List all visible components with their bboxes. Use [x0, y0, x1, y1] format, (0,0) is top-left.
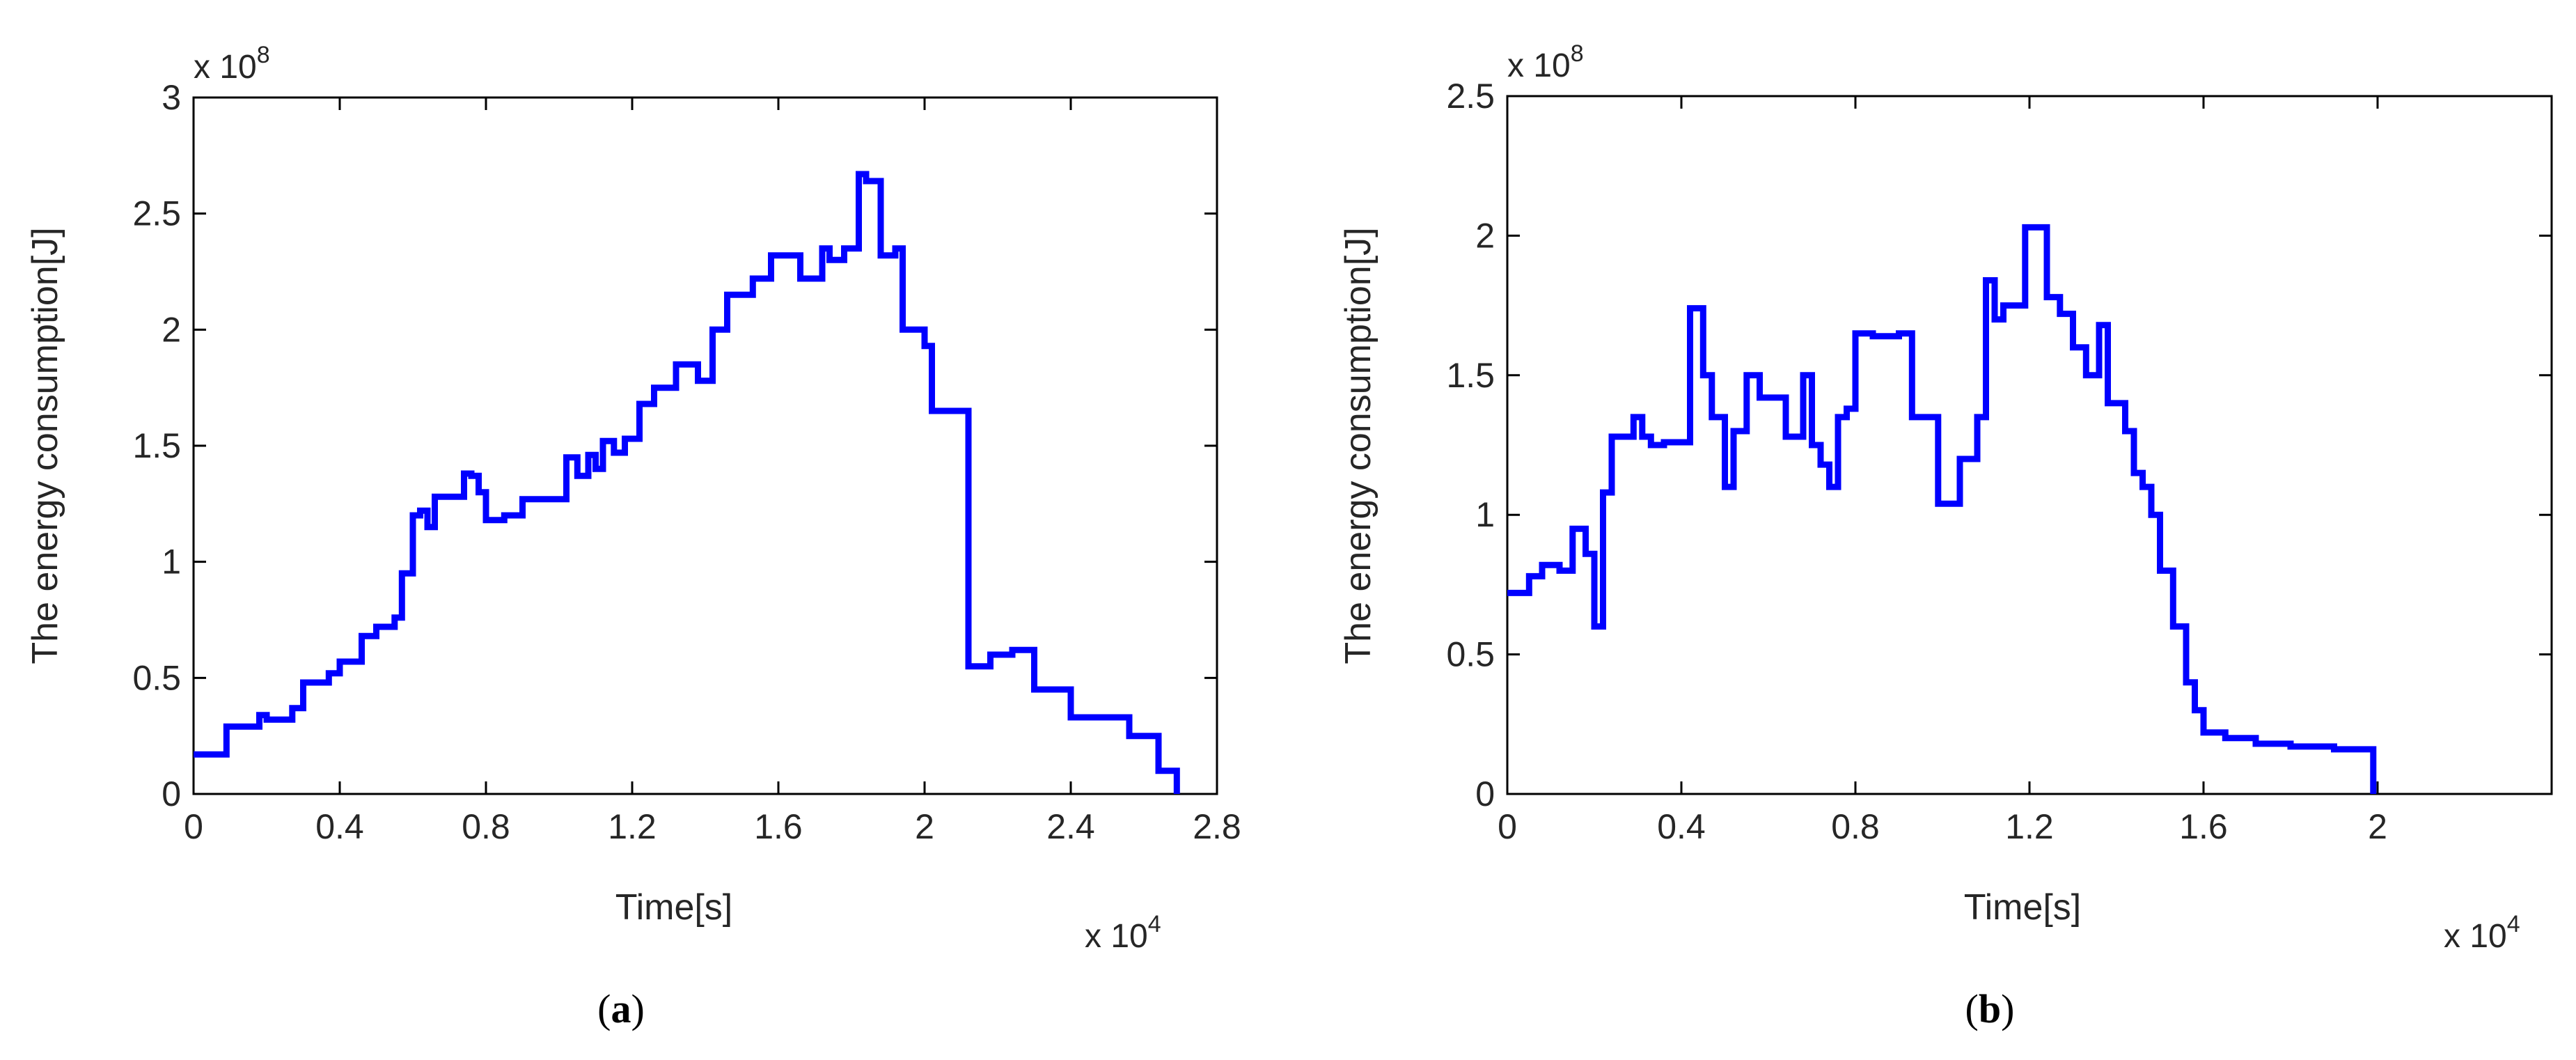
x-tick-label: 2.8 — [1193, 807, 1241, 846]
y-multiplier-label: x 108 — [194, 42, 270, 86]
y-tick-label: 2 — [162, 310, 181, 349]
x-tick-label: 0.4 — [1657, 807, 1706, 846]
x-tick-labels: 0 0.4 0.8 1.2 1.6 2 — [1498, 807, 2387, 846]
panel-caption-b: (b) — [1965, 986, 2015, 1031]
y-tick-label: 2 — [1475, 216, 1495, 255]
x-tick-label: 0.4 — [315, 807, 364, 846]
x-tick-label: 0 — [1498, 807, 1517, 846]
y-axis-title: The energy consumption[J] — [1338, 227, 1379, 664]
x-multiplier-label: x 104 — [1085, 911, 1161, 955]
y-tick-labels: 0 0.5 1 1.5 2 2.5 — [1446, 77, 1495, 813]
chart-panel-a: 0 0.4 0.8 1.2 1.6 2 2.4 2.8 0 0.5 1 1.5 2 2.5 3 x 108… — [25, 42, 1241, 1031]
y-tick-label: 0 — [162, 774, 181, 813]
y-axis-title: The energy consumption[J] — [25, 227, 65, 664]
x-tick-label: 0.8 — [462, 807, 510, 846]
panel-caption-a: (a) — [597, 986, 645, 1031]
x-tick-label: 1.6 — [2179, 807, 2228, 846]
y-tick-label: 1.5 — [1446, 356, 1495, 395]
x-tick-labels: 0 0.4 0.8 1.2 1.6 2 2.4 2.8 — [184, 807, 1241, 846]
y-tick-label: 1.5 — [132, 426, 181, 465]
x-tick-label: 0.8 — [1831, 807, 1880, 846]
y-tick-label: 3 — [162, 78, 181, 117]
x-tick-label: 1.6 — [754, 807, 803, 846]
x-multiplier-label: x 104 — [2444, 911, 2520, 955]
plot-area-frame — [1506, 95, 2553, 795]
x-tick-label: 1.2 — [2005, 807, 2054, 846]
y-tick-label: 0.5 — [132, 658, 181, 697]
y-multiplier-label: x 108 — [1507, 40, 1584, 84]
x-axis-title: Time[s] — [1964, 887, 2082, 928]
y-tick-label: 2.5 — [1446, 77, 1495, 116]
plot-area-frame — [192, 96, 1218, 795]
energy-series-line-a — [194, 171, 1180, 794]
y-tick-marks — [1507, 95, 2552, 795]
y-tick-label: 1 — [162, 543, 181, 582]
x-tick-label: 1.2 — [608, 807, 657, 846]
y-tick-label: 2.5 — [132, 194, 181, 233]
y-tick-labels: 0 0.5 1 1.5 2 2.5 3 — [132, 78, 181, 813]
x-tick-label: 2 — [915, 807, 934, 846]
x-axis-title: Time[s] — [615, 887, 733, 928]
x-tick-label: 0 — [184, 807, 203, 846]
chart-panel-b: 0 0.4 0.8 1.2 1.6 2 00.511.522.5 x 108 x 104 … — [1338, 40, 2553, 1031]
x-tick-marks — [192, 98, 1218, 794]
y-tick-label: 0 — [1475, 774, 1495, 813]
energy-series-line-b — [1507, 224, 2377, 794]
x-tick-marks — [1506, 96, 2379, 794]
y-tick-label: 0.5 — [1446, 635, 1495, 674]
y-tick-marks — [194, 96, 1217, 795]
x-tick-label: 2.4 — [1046, 807, 1095, 846]
x-tick-label: 2 — [2368, 807, 2387, 846]
y-tick-label: 1 — [1475, 495, 1495, 534]
